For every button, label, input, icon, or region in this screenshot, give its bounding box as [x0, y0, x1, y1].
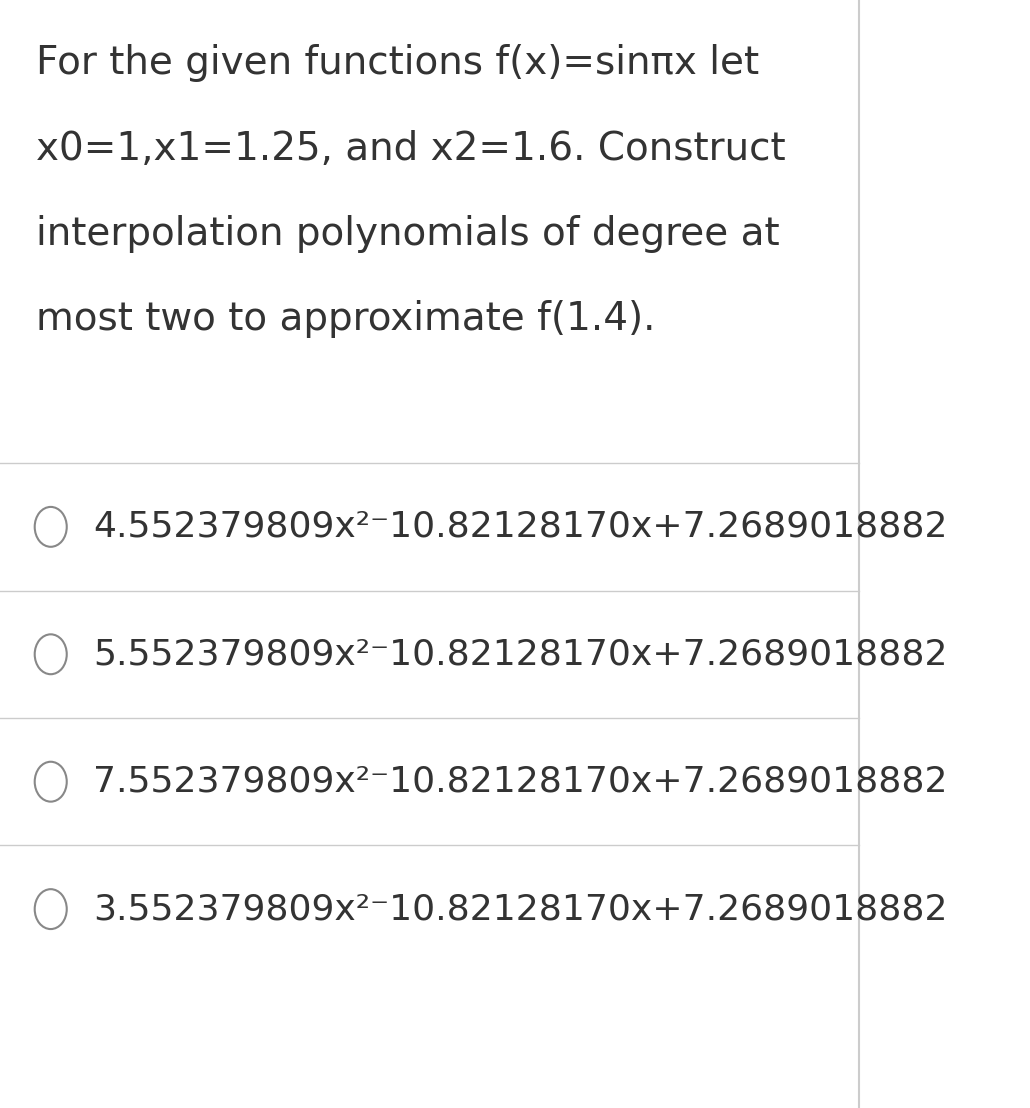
Text: 7.552379809x²⁻10.82128170x+7.2689018882: 7.552379809x²⁻10.82128170x+7.2689018882	[94, 765, 948, 799]
Text: 4.552379809x²⁻10.82128170x+7.2689018882: 4.552379809x²⁻10.82128170x+7.2689018882	[94, 510, 948, 544]
Text: For the given functions f(x)=sinπx let: For the given functions f(x)=sinπx let	[36, 44, 759, 82]
Text: 5.552379809x²⁻10.82128170x+7.2689018882: 5.552379809x²⁻10.82128170x+7.2689018882	[94, 637, 948, 671]
Text: interpolation polynomials of degree at: interpolation polynomials of degree at	[36, 215, 780, 253]
Text: 3.552379809x²⁻10.82128170x+7.2689018882: 3.552379809x²⁻10.82128170x+7.2689018882	[94, 892, 948, 926]
Text: most two to approximate f(1.4).: most two to approximate f(1.4).	[36, 300, 655, 338]
Text: x0=1,x1=1.25, and x2=1.6. Construct: x0=1,x1=1.25, and x2=1.6. Construct	[36, 130, 785, 167]
